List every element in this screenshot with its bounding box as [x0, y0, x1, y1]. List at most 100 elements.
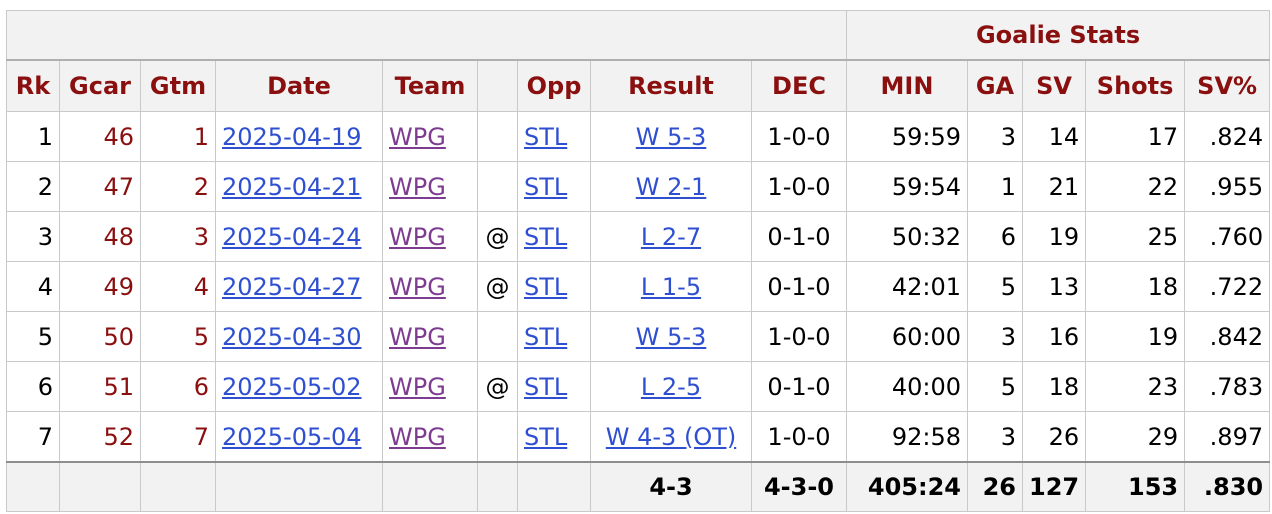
col-header-gtm[interactable]: Gtm — [140, 59, 216, 112]
col-header-ga[interactable]: GA — [967, 59, 1023, 112]
date-link[interactable]: 2025-04-19 — [222, 122, 362, 151]
col-header-shots[interactable]: Shots — [1085, 59, 1186, 112]
cell-rk: 4 — [6, 261, 60, 312]
opponent-link[interactable]: STL — [524, 422, 568, 451]
cell-sv: 19 — [1021, 211, 1087, 262]
date-link[interactable]: 2025-04-24 — [222, 222, 362, 251]
cell-opp: STL — [517, 361, 591, 412]
cell-team: WPG — [382, 211, 478, 262]
opponent-link[interactable]: STL — [524, 172, 568, 201]
date-link[interactable]: 2025-05-02 — [222, 372, 362, 401]
cell-gtm: 2 — [140, 161, 216, 212]
totals-blank-team — [382, 461, 478, 512]
cell-opp: STL — [517, 411, 591, 463]
column-header-row: Rk Gcar Gtm Date Team Opp Result DEC MIN… — [6, 59, 1271, 112]
col-header-location[interactable] — [477, 59, 518, 112]
team-link[interactable]: WPG — [389, 172, 446, 201]
cell-team: WPG — [382, 361, 478, 412]
cell-ga: 3 — [967, 411, 1023, 463]
cell-date: 2025-04-21 — [215, 161, 383, 212]
cell-ga: 5 — [967, 261, 1023, 312]
goalie-game-log-table: Goalie Stats Rk Gcar Gtm Date Team Opp R… — [6, 10, 1271, 512]
totals-blank-date — [215, 461, 383, 512]
col-header-result[interactable]: Result — [590, 59, 752, 112]
cell-result: W 2-1 — [590, 161, 752, 212]
totals-blank-opp — [517, 461, 591, 512]
result-link[interactable]: L 2-7 — [640, 222, 702, 251]
cell-team: WPG — [382, 161, 478, 212]
table-row: 5 50 5 2025-04-30 WPG STL W 5-3 1-0-0 60… — [6, 311, 1271, 362]
cell-gcar: 51 — [59, 361, 141, 412]
cell-shots: 25 — [1085, 211, 1186, 262]
cell-min: 42:01 — [846, 261, 968, 312]
cell-gtm: 4 — [140, 261, 216, 312]
totals-sv: 127 — [1021, 461, 1087, 512]
cell-location: @ — [477, 261, 518, 312]
cell-min: 92:58 — [846, 411, 968, 463]
col-header-team[interactable]: Team — [382, 59, 478, 112]
cell-shots: 17 — [1085, 111, 1186, 162]
cell-rk: 3 — [6, 211, 60, 262]
col-header-svpct[interactable]: SV% — [1184, 59, 1271, 112]
col-header-date[interactable]: Date — [215, 59, 383, 112]
game-log-table-wrapper: Goalie Stats Rk Gcar Gtm Date Team Opp R… — [6, 10, 1271, 512]
cell-opp: STL — [517, 111, 591, 162]
col-header-gcar[interactable]: Gcar — [59, 59, 141, 112]
cell-sv: 18 — [1021, 361, 1087, 412]
table-row: 2 47 2 2025-04-21 WPG STL W 2-1 1-0-0 59… — [6, 161, 1271, 212]
opponent-link[interactable]: STL — [524, 272, 568, 301]
result-link[interactable]: W 4-3 (OT) — [605, 422, 737, 451]
opponent-link[interactable]: STL — [524, 372, 568, 401]
col-header-dec[interactable]: DEC — [751, 59, 847, 112]
cell-result: W 5-3 — [590, 311, 752, 362]
totals-dec: 4-3-0 — [751, 461, 847, 512]
cell-result: L 2-7 — [590, 211, 752, 262]
col-header-min[interactable]: MIN — [846, 59, 968, 112]
team-link[interactable]: WPG — [389, 372, 446, 401]
cell-result: L 1-5 — [590, 261, 752, 312]
cell-rk: 2 — [6, 161, 60, 212]
totals-blank-location — [477, 461, 518, 512]
cell-sv: 16 — [1021, 311, 1087, 362]
cell-rk: 6 — [6, 361, 60, 412]
team-link[interactable]: WPG — [389, 322, 446, 351]
col-header-opp[interactable]: Opp — [517, 59, 591, 112]
team-link[interactable]: WPG — [389, 422, 446, 451]
cell-date: 2025-05-02 — [215, 361, 383, 412]
date-link[interactable]: 2025-04-21 — [222, 172, 362, 201]
team-link[interactable]: WPG — [389, 222, 446, 251]
result-link[interactable]: L 2-5 — [640, 372, 702, 401]
cell-min: 40:00 — [846, 361, 968, 412]
cell-svpct: .760 — [1184, 211, 1271, 262]
cell-opp: STL — [517, 211, 591, 262]
totals-svpct: .830 — [1184, 461, 1271, 512]
result-link[interactable]: W 5-3 — [635, 322, 707, 351]
date-link[interactable]: 2025-05-04 — [222, 422, 362, 451]
date-link[interactable]: 2025-04-30 — [222, 322, 362, 351]
totals-blank-gcar — [59, 461, 141, 512]
cell-result: L 2-5 — [590, 361, 752, 412]
result-link[interactable]: W 5-3 — [635, 122, 707, 151]
result-link[interactable]: L 1-5 — [640, 272, 702, 301]
cell-min: 50:32 — [846, 211, 968, 262]
col-header-rk[interactable]: Rk — [6, 59, 60, 112]
team-link[interactable]: WPG — [389, 272, 446, 301]
result-link[interactable]: W 2-1 — [635, 172, 707, 201]
table-row: 1 46 1 2025-04-19 WPG STL W 5-3 1-0-0 59… — [6, 111, 1271, 162]
cell-dec: 0-1-0 — [751, 211, 847, 262]
cell-location — [477, 161, 518, 212]
opponent-link[interactable]: STL — [524, 322, 568, 351]
totals-shots: 153 — [1085, 461, 1186, 512]
date-link[interactable]: 2025-04-27 — [222, 272, 362, 301]
cell-result: W 5-3 — [590, 111, 752, 162]
cell-location: @ — [477, 211, 518, 262]
opponent-link[interactable]: STL — [524, 222, 568, 251]
cell-svpct: .897 — [1184, 411, 1271, 463]
cell-date: 2025-05-04 — [215, 411, 383, 463]
opponent-link[interactable]: STL — [524, 122, 568, 151]
cell-min: 59:54 — [846, 161, 968, 212]
team-link[interactable]: WPG — [389, 122, 446, 151]
cell-gtm: 1 — [140, 111, 216, 162]
totals-min: 405:24 — [846, 461, 968, 512]
col-header-sv[interactable]: SV — [1021, 59, 1087, 112]
